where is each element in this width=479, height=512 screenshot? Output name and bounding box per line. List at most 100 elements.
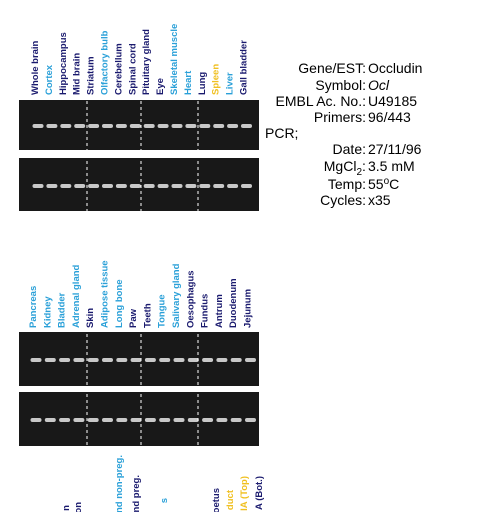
lane-label: A (Bot.) [254, 476, 265, 510]
gel-band [59, 358, 71, 362]
gel-band [74, 124, 86, 128]
info-value: 27/11/96 [368, 141, 422, 157]
gel-band [185, 124, 197, 128]
gel-band [216, 418, 228, 422]
gel-band [87, 418, 99, 422]
gel-band [213, 184, 225, 188]
lane-label: Liver [225, 72, 236, 95]
gel-band [88, 184, 100, 188]
lane-label: Antrum [214, 294, 225, 328]
info-label: EMBL Ac. No.: [275, 93, 366, 109]
gel-band [44, 358, 56, 362]
lane-label: Spleen [211, 64, 222, 95]
lane-label: nd non-preg. [114, 455, 125, 512]
info-label: Date: [333, 141, 366, 157]
info-sub: 2 [356, 167, 362, 178]
gel-band [230, 358, 242, 362]
gel-band [60, 124, 72, 128]
lane-label: oetus [211, 488, 222, 512]
info-value: 3.5 mM [368, 158, 415, 174]
gel-band [102, 418, 113, 422]
gel-band [216, 358, 228, 362]
info-value: C [389, 176, 399, 192]
lane-label: Heart [183, 70, 194, 95]
gel-band [46, 124, 58, 128]
info-value: 55oC [368, 176, 399, 192]
lane-label: Pituitary gland [141, 29, 152, 95]
gel-band [241, 124, 252, 128]
gel-band [227, 184, 239, 188]
gel-band [73, 418, 85, 422]
gel-band [202, 418, 214, 422]
gel-band [143, 124, 155, 128]
gel-band [187, 418, 199, 422]
info-label: MgCl2 [324, 158, 363, 178]
gel-band [199, 124, 211, 128]
gel-band [116, 418, 128, 422]
gel-band [102, 358, 113, 362]
lane-label: Mid brain [72, 53, 83, 95]
info-label: MgCl [324, 158, 357, 174]
info-value: Ocl [368, 77, 390, 93]
gel-band [102, 124, 113, 128]
gel-band [32, 184, 44, 188]
gel-band [115, 124, 127, 128]
gel-band [171, 124, 183, 128]
lane-label: nd preg. [131, 475, 142, 512]
lane-label: Salivary gland [171, 263, 182, 328]
gel-band [241, 184, 252, 188]
gel-band [202, 358, 214, 362]
lane-label: Adipose tissue [100, 260, 111, 328]
info-label: Temp: [328, 176, 366, 192]
lane-label: Lung [197, 72, 208, 95]
lane-label: Whole brain [30, 40, 41, 95]
gel-band [144, 358, 156, 362]
gel-band [115, 184, 127, 188]
gel-band [59, 418, 71, 422]
gel-band [73, 358, 85, 362]
gel-band [245, 358, 256, 362]
info-sup: o [384, 176, 390, 187]
lane-label: Skeletal muscle [169, 24, 180, 95]
gel-band [230, 418, 242, 422]
lane-label: Teeth [142, 303, 153, 328]
lane-label: Pancreas [28, 286, 39, 328]
gel-band [157, 124, 169, 128]
gel-band [130, 358, 142, 362]
info-value: U49185 [368, 93, 417, 109]
info-label: Primers: [314, 109, 366, 125]
info-label: Symbol: [315, 77, 366, 93]
lane-label: Duodenum [228, 278, 239, 328]
gel-band [187, 358, 199, 362]
gel-band [213, 124, 225, 128]
lane-label: Oesophagus [185, 270, 196, 328]
gel-band [227, 124, 239, 128]
gel-band [74, 184, 86, 188]
lane-label: Cerebellum [113, 43, 124, 95]
lane-label: Spinal cord [127, 43, 138, 95]
lane-label: Adrenal gland [71, 264, 82, 328]
lane-label: Bladder [57, 292, 68, 328]
gel-band [60, 184, 72, 188]
gel-band [116, 358, 128, 362]
gel-band [30, 358, 42, 362]
lane-label: s [159, 498, 170, 503]
lane-label: Tongue [157, 294, 168, 328]
gel-band [199, 184, 211, 188]
info-label: PCR; [265, 125, 298, 141]
gel-band [44, 418, 56, 422]
info-label: Cycles: [320, 192, 366, 208]
gel-band [102, 184, 113, 188]
gel-band [173, 358, 185, 362]
lane-label: Hippocampus [58, 32, 69, 95]
info-value: x35 [368, 192, 391, 208]
gel-band [32, 124, 44, 128]
gel-band [30, 418, 42, 422]
gel-band [159, 358, 171, 362]
lane-label: Jejunum [243, 289, 254, 328]
info-value: Occludin [368, 60, 422, 76]
info-label: Gene/EST: [298, 60, 366, 76]
info-value: 96/443 [368, 109, 411, 125]
lane-label: Skin [85, 308, 96, 328]
